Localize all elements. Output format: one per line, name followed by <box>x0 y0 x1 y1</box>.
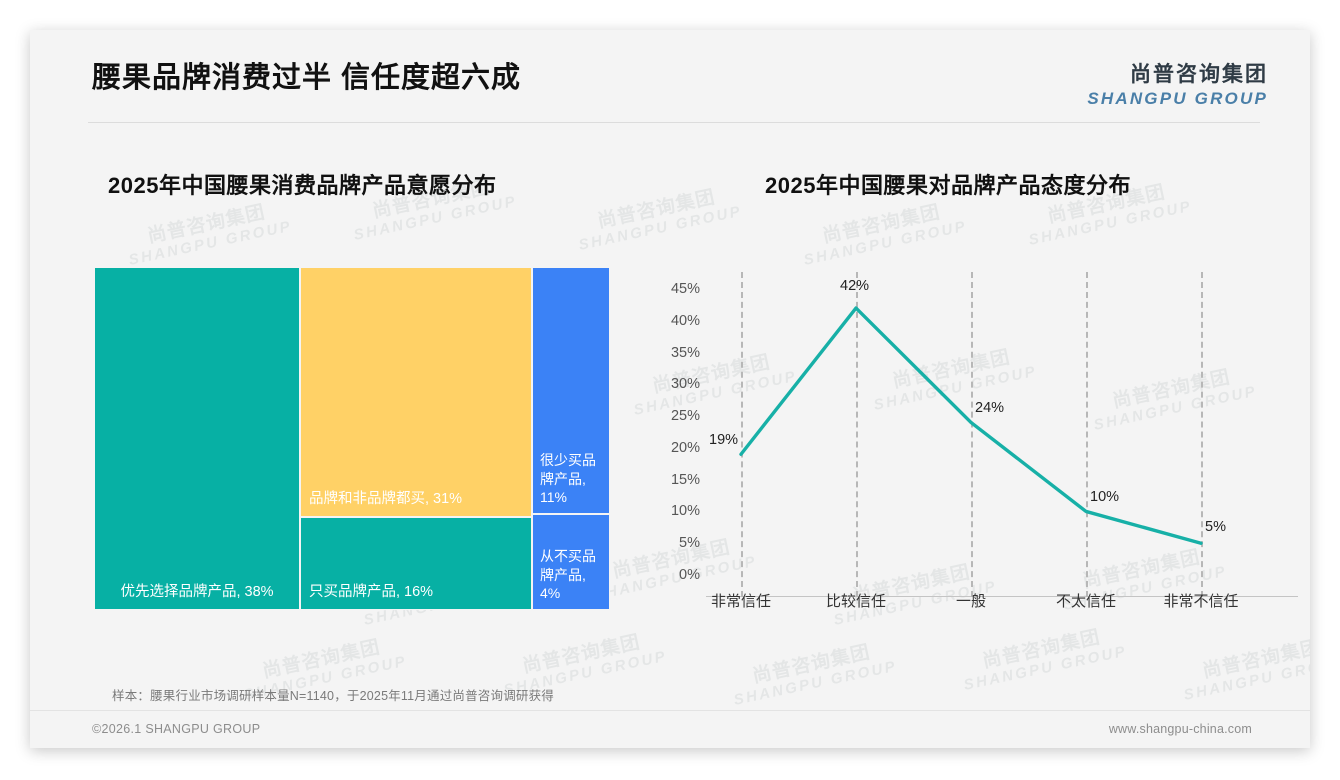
vertical-gridline <box>856 272 858 597</box>
x-axis-category-label: 比较信任 <box>825 593 887 610</box>
treemap-chart-title: 2025年中国腰果消费品牌产品意愿分布 <box>108 173 497 198</box>
website-link[interactable]: www.shangpu-china.com <box>1108 722 1252 736</box>
line-chart: 0% 5% 10% 15% 20% 25% 30% 35% 40% 45% 19% 42% 24% 10… <box>640 267 1298 597</box>
x-axis-category-label: 非常信任 <box>710 593 772 610</box>
treemap-tile[interactable]: 只买品牌产品, 16% <box>300 517 532 610</box>
y-axis-tick-label: 20% <box>670 439 700 456</box>
x-axis-labels: 非常信任 比较信任 一般 不太信任 非常不信任 <box>706 590 1310 620</box>
logo-chinese-text: 尚普咨询集团 <box>1130 63 1268 86</box>
y-axis-tick-label: 0% <box>679 567 700 583</box>
treemap-tile[interactable]: 很少买品牌产品, 11% <box>532 267 610 514</box>
brand-logo: 尚普咨询集团 SHANGPU GROUP <box>1087 58 1268 109</box>
treemap-tile-label: 很少买品牌产品, 11% <box>540 452 596 505</box>
footer-bar: ©2026.1 SHANGPU GROUP www.shangpu-china.… <box>30 710 1310 748</box>
vertical-gridline <box>741 272 743 597</box>
treemap-tile[interactable]: 品牌和非品牌都买, 31% <box>300 267 532 517</box>
y-axis: 0% 5% 10% 15% 20% 25% 30% 35% 40% 45% <box>640 267 700 597</box>
vertical-gridline <box>1086 272 1088 597</box>
y-axis-tick-label: 30% <box>670 376 700 393</box>
logo-english-text: SHANGPU GROUP <box>1087 89 1268 108</box>
y-axis-tick-label: 15% <box>670 471 700 488</box>
vertical-gridline <box>971 272 973 597</box>
y-axis-tick-label: 10% <box>670 503 700 520</box>
treemap-chart: 优先选择品牌产品, 38% 品牌和非品牌都买, 31% 只买品牌产品, 16% 很少买… <box>94 267 610 610</box>
x-axis-category-label: 非常不信任 <box>1163 593 1239 610</box>
treemap-tile[interactable]: 优先选择品牌产品, 38% <box>94 267 300 610</box>
y-axis-tick-label: 35% <box>670 344 700 361</box>
copyright-text: ©2026.1 SHANGPU GROUP <box>92 722 261 736</box>
vertical-gridline <box>1201 272 1203 597</box>
data-point-label: 10% <box>1090 489 1120 506</box>
treemap-tile-label: 品牌和非品牌都买, 31% <box>309 491 463 508</box>
data-point-label: 24% <box>975 400 1005 417</box>
line-chart-title: 2025年中国腰果对品牌产品态度分布 <box>765 173 1131 198</box>
trust-distribution-line <box>739 306 1203 545</box>
treemap-tile-label: 从不买品牌产品, 4% <box>540 548 596 601</box>
page-title: 腰果品牌消费过半 信任度超六成 <box>92 62 522 94</box>
slide-header: 腰果品牌消费过半 信任度超六成 尚普咨询集团 SHANGPU GROUP <box>30 30 1310 122</box>
treemap-tile[interactable]: 从不买品牌产品, 4% <box>532 514 610 610</box>
plot-area: 19% 42% 24% 10% 5% <box>706 267 1298 597</box>
slide-card: 尚普咨询集团 SHANGPU GROUP 尚普咨询集团 SHANGPU GROUP 尚普… <box>30 30 1310 748</box>
data-point-label: 42% <box>840 278 870 295</box>
data-point-label: 19% <box>709 432 739 449</box>
y-axis-tick-label: 45% <box>670 281 700 297</box>
x-axis-category-label: 不太信任 <box>1055 593 1117 610</box>
sample-note: 样本：腰果行业市场调研样本量N=1140，于2025年11月通过尚普咨询调研获得 <box>112 689 554 703</box>
header-divider <box>88 122 1260 123</box>
y-axis-tick-label: 25% <box>670 408 700 425</box>
y-axis-tick-label: 5% <box>679 535 700 552</box>
treemap-tile-label: 只买品牌产品, 16% <box>309 584 434 601</box>
treemap-tile-label: 优先选择品牌产品, 38% <box>120 584 274 601</box>
line-series-svg <box>739 306 1203 545</box>
data-point-label: 5% <box>1205 519 1226 536</box>
x-axis-baseline <box>706 596 1298 597</box>
x-axis-category-label: 一般 <box>955 593 987 610</box>
y-axis-tick-label: 40% <box>670 312 700 329</box>
